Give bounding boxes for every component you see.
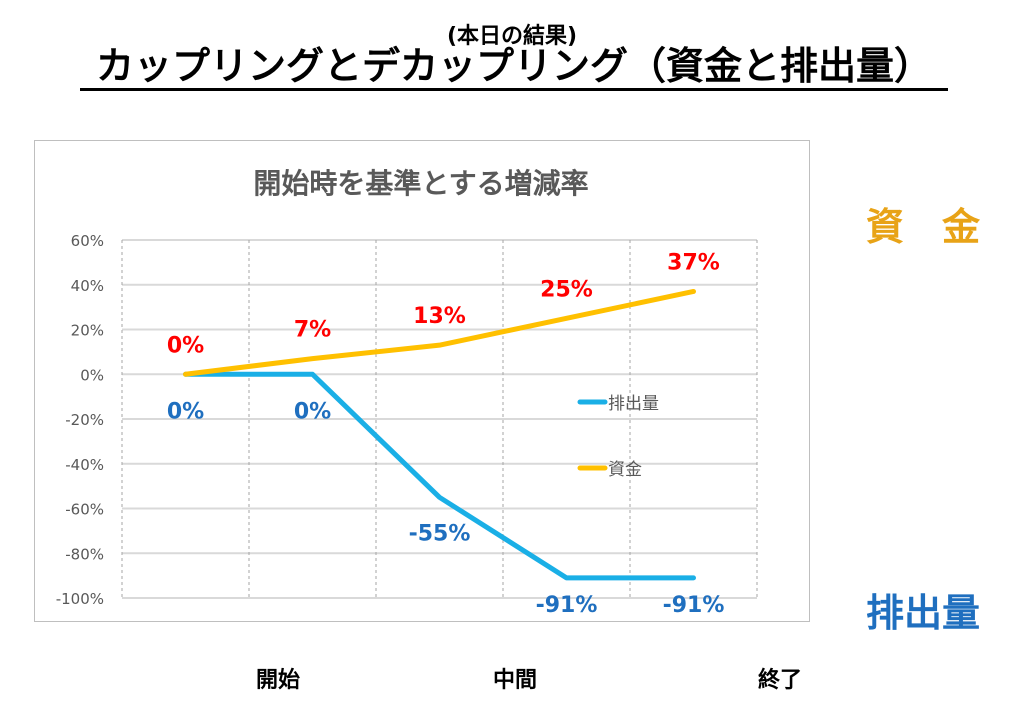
bottom-label-end: 終了 (757, 668, 803, 693)
data-label: 13% (413, 304, 466, 329)
data-label: 37% (667, 250, 720, 275)
y-tick-label: 20% (71, 322, 104, 340)
data-label: 0% (167, 333, 204, 358)
y-tick-label: -100% (56, 590, 104, 608)
data-label: -91% (663, 593, 725, 618)
bottom-label-start: 開始 (255, 668, 301, 693)
data-label: -55% (409, 521, 471, 546)
chart-frame (34, 140, 810, 622)
data-label: 25% (540, 277, 593, 302)
legend-label: 資金 (608, 460, 642, 480)
data-label: -91% (536, 593, 598, 618)
y-tick-label: -60% (65, 501, 104, 519)
y-tick-label: 60% (71, 232, 104, 250)
y-tick-label: 40% (71, 277, 104, 295)
y-tick-label: -40% (65, 456, 104, 474)
y-tick-label: 0% (80, 366, 104, 384)
data-label: 7% (294, 318, 331, 343)
bottom-label-middle: 中間 (492, 668, 538, 693)
y-tick-label: -80% (65, 545, 104, 563)
page-title: カップリングとデカップリング（資金と排出量） (80, 44, 948, 91)
data-label: 0% (167, 399, 204, 424)
chart-title: 開始時を基準とする増減率 (253, 167, 588, 200)
legend-label: 排出量 (608, 394, 659, 414)
subtitle: (本日の結果) (446, 24, 578, 49)
data-label: 0% (294, 399, 331, 424)
fund-side-label: 資 金 (866, 205, 981, 249)
y-tick-label: -20% (65, 411, 104, 429)
emission-side-label: 排出量 (866, 591, 981, 635)
